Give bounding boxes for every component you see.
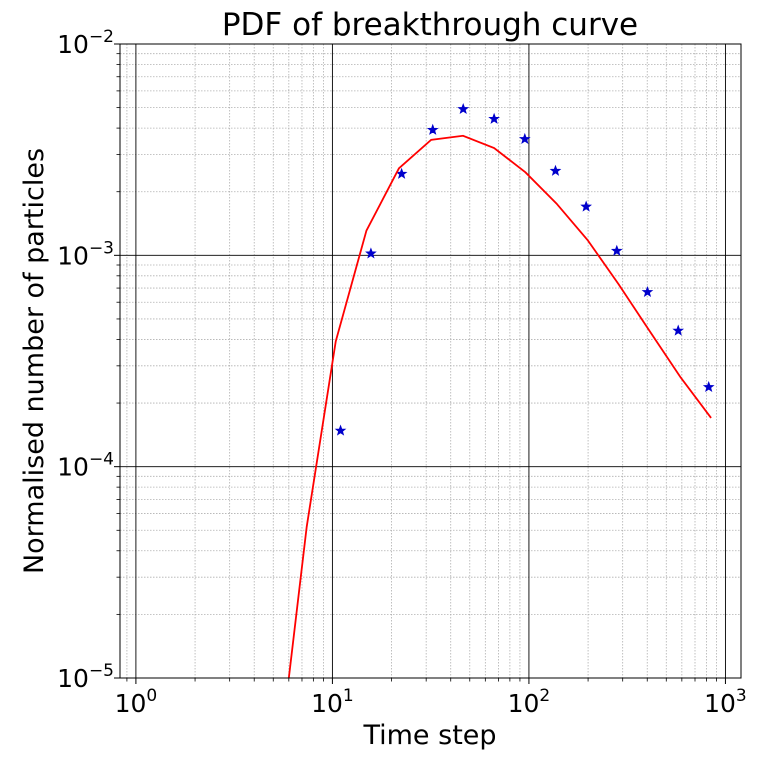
data-point — [426, 123, 439, 135]
x-tick-label: 103 — [704, 686, 747, 718]
data-point — [518, 132, 531, 145]
x-tick-label: 102 — [508, 686, 551, 718]
data-point — [395, 167, 408, 179]
data-point — [580, 200, 592, 212]
data-point — [702, 380, 715, 393]
data-point — [672, 324, 685, 336]
x-axis-label: Time step — [362, 720, 496, 751]
chart-title: PDF of breakthrough curve — [222, 7, 638, 43]
x-tick-label: 101 — [311, 686, 354, 718]
data-point — [641, 285, 654, 298]
plot-area: 100 101 102 103 10−5 10−4 10−3 10−2 — [57, 27, 747, 718]
y-tick-label: 10−2 — [57, 27, 114, 59]
plot-frame — [119, 43, 742, 679]
y-tick-label: 10−5 — [57, 661, 114, 693]
y-axis-label: Normalised number of particles — [19, 148, 50, 574]
x-tick-label: 100 — [115, 686, 158, 718]
data-point — [457, 102, 470, 115]
y-tick-label: 10−4 — [57, 450, 114, 482]
data-point — [549, 164, 562, 176]
data-point — [610, 244, 623, 256]
data-point — [488, 112, 500, 124]
y-tick-label: 10−3 — [57, 238, 114, 270]
data-point — [334, 424, 347, 436]
series-line — [287, 134, 712, 678]
data-point — [365, 247, 377, 259]
